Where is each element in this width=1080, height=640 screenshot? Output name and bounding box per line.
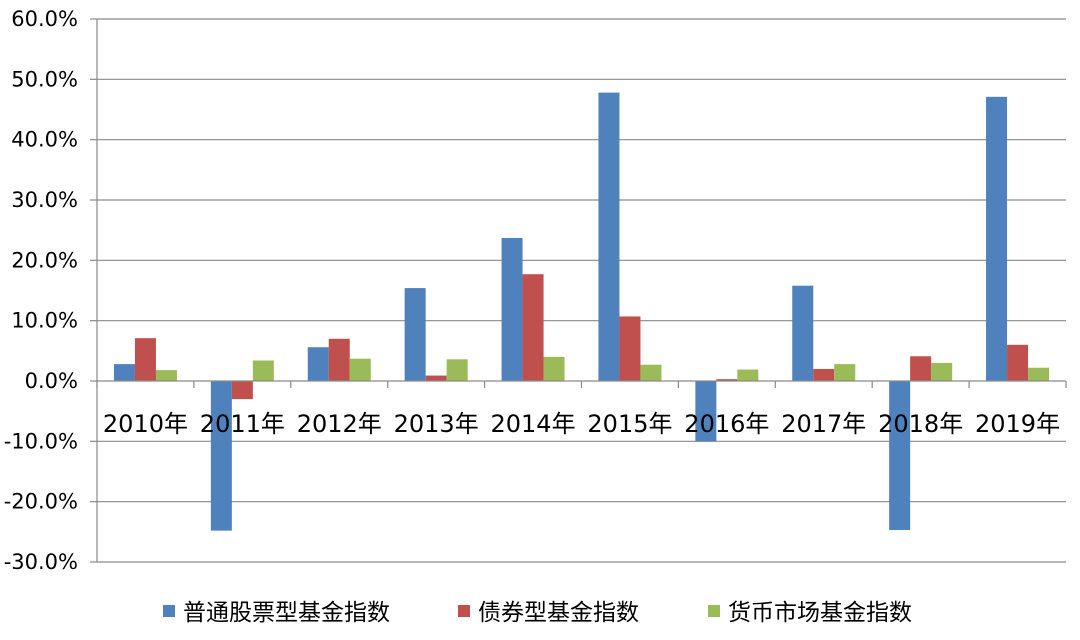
x-category-label: 2017年 [781,410,866,438]
bar [446,359,468,381]
bar [404,288,426,381]
x-category-label: 2010年 [103,410,188,438]
bar [543,356,565,381]
bar [231,381,253,400]
x-category-label: 2019年 [975,410,1060,438]
y-tick-label: 10.0% [11,309,78,333]
x-category-label: 2014年 [491,410,576,438]
x-category-label: 2016年 [684,410,769,438]
legend: 普通股票型基金指数 债券型基金指数 货币市场基金指数 [163,600,912,626]
bar [113,364,135,381]
bar [522,274,544,381]
bar [695,381,717,442]
bar [640,364,662,381]
y-tick-label: 60.0% [11,7,78,31]
bar [134,338,156,381]
bar [349,358,371,381]
y-tick-label: 0.0% [25,369,78,393]
bars [113,92,1050,531]
y-tick-label: 30.0% [11,188,78,212]
bar [716,379,738,381]
bar [155,370,177,381]
bar [501,238,523,381]
legend-label: 普通股票型基金指数 [183,600,390,626]
bar [328,338,350,381]
bar [307,347,329,381]
x-category-label: 2015年 [587,410,672,438]
bar [598,92,620,382]
x-axis: 2010年 2011年 2012年 2013年 2014年 2015年 2016年 2017年… [96,380,1067,438]
x-category-label: 2012年 [297,410,382,438]
bar [834,364,856,381]
bar [889,381,911,531]
bar [910,356,932,381]
x-category-label: 2018年 [878,410,963,438]
x-category-label: 2011年 [200,410,285,438]
bar [792,285,814,381]
legend-label: 货币市场基金指数 [728,600,912,626]
legend-label: 债券型基金指数 [478,600,639,626]
bar [931,362,953,381]
y-axis: -30.0% -20.0% -10.0% 0.0% 10.0% 20.0% 30.0% 40.… [4,7,98,574]
bar [425,375,447,381]
x-category-label: 2013年 [394,410,479,438]
legend-swatch [458,605,470,617]
bar [986,96,1008,381]
bar [1007,344,1029,381]
bar [737,369,759,381]
legend-swatch [163,605,175,617]
legend-item: 债券型基金指数 [458,600,639,626]
bar [252,360,274,381]
legend-item: 普通股票型基金指数 [163,600,390,626]
bar [210,381,232,531]
y-tick-label: -10.0% [4,429,78,453]
gridlines [97,18,1066,563]
legend-swatch [708,605,720,617]
legend-item: 货币市场基金指数 [708,600,912,626]
bar [813,368,835,381]
bar [619,316,641,381]
y-tick-label: -20.0% [4,490,78,514]
y-tick-label: 20.0% [11,248,78,272]
y-tick-label: 50.0% [11,67,78,91]
y-tick-label: 40.0% [11,128,78,152]
y-tick-label: -30.0% [4,550,78,574]
bar [1028,367,1050,381]
